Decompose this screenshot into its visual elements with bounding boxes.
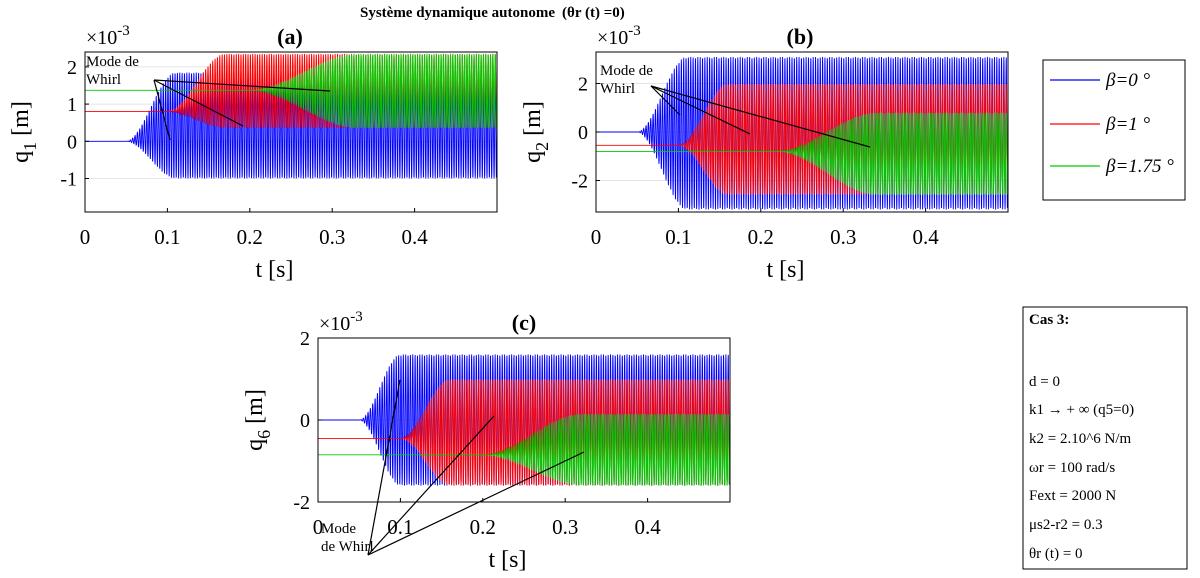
- x-tick-label: 0.2: [237, 225, 263, 249]
- annotation-arrow: [153, 79, 244, 127]
- annotation-arrow: [650, 85, 871, 148]
- y-tick-label: 0: [578, 122, 588, 144]
- x-tick-label: 0: [313, 515, 324, 539]
- series-line: [85, 53, 497, 129]
- x-axis-label: t [s]: [256, 257, 294, 283]
- legend-label: β=1 °: [1105, 114, 1151, 135]
- axis-multiplier: ×10-3: [597, 23, 641, 49]
- x-tick-label: 0: [80, 225, 91, 249]
- info-line: Fext = 2000 N: [1029, 488, 1116, 504]
- chart-panel: 0 0.1 0.2 0.3 0.4-202×10-3 (c)t [s]q6 [m]Mode…: [242, 309, 731, 573]
- legend-label: β=0 °: [1105, 70, 1151, 91]
- x-tick-label: 0.4: [401, 225, 428, 249]
- y-axis-label: q2 [m]: [520, 101, 552, 163]
- y-tick-label: 0: [300, 410, 310, 432]
- legend-entry: β=1.75 °: [1050, 156, 1174, 177]
- axis-multiplier: ×10-3: [319, 309, 363, 335]
- legend-entry: β=0 °: [1050, 70, 1151, 91]
- info-box-frame: [1022, 306, 1188, 570]
- info-line: μs2-r2 = 0.3: [1029, 517, 1103, 533]
- y-tick-label: 2: [300, 328, 310, 350]
- annotation-arrow: [153, 79, 171, 141]
- annotation-arrow: [367, 451, 585, 556]
- panel-label: (a): [277, 24, 303, 49]
- info-line: k1 → + ∞ (q5=0): [1029, 402, 1134, 418]
- y-tick-label: 2: [578, 74, 588, 96]
- y-tick-label: -2: [293, 492, 310, 514]
- info-box-heading: Cas 3:: [1029, 312, 1069, 328]
- info-line: ωr = 100 rad/s: [1029, 460, 1115, 476]
- info-box: Cas 3: d = 0 k1 → + ∞ (q5=0) k2 = 2.10^6…: [1022, 306, 1188, 570]
- annotation-arrow: [153, 79, 331, 92]
- legend-frame: [1042, 59, 1186, 201]
- x-axis-label: t [s]: [489, 547, 527, 573]
- info-line: θr (t) = 0: [1029, 546, 1083, 562]
- panel-label: (c): [512, 310, 536, 335]
- y-tick-label: -1: [60, 169, 77, 191]
- x-axis-label: t [s]: [767, 257, 805, 283]
- figure-title: Système dynamique autonome: [360, 5, 555, 21]
- axes-frame: [84, 51, 498, 213]
- y-axis-label: q6 [m]: [242, 389, 274, 451]
- x-tick-label: 0.3: [830, 225, 856, 249]
- annotation-text: Mode de Whirl: [600, 63, 653, 97]
- panel-label: (b): [787, 24, 814, 49]
- x-tick-label: 0.1: [665, 225, 691, 249]
- x-tick-label: 0.2: [470, 515, 496, 539]
- legend-label: β=1.75 °: [1105, 156, 1174, 177]
- panels: 0 0.1 0.2 0.3 0.4 -1 0 1 2 ×10-3 (a) t [s] q1 [m] Mod…: [8, 23, 1009, 573]
- annotation-text: Mode de Whirl: [86, 54, 139, 88]
- x-tick-label: 0.4: [912, 225, 939, 249]
- legend: β=0 ° β=1 ° β=1.75 °: [1042, 59, 1186, 201]
- chart-panel: 0 0.1 0.2 0.3 0.4 -2 0 2 ×10-3 (b) t [s] q2 [m] Mode…: [520, 23, 1009, 283]
- x-tick-label: 0.1: [154, 225, 180, 249]
- series-line: [596, 112, 1008, 196]
- x-tick-label: 0.4: [634, 515, 661, 539]
- x-tick-label: 0: [591, 225, 602, 249]
- y-tick-label: -2: [571, 170, 588, 192]
- legend-entry: β=1 °: [1050, 114, 1151, 135]
- annotation-arrow: [650, 85, 681, 116]
- figure-title-suffix: (θr (t) =0): [562, 5, 625, 21]
- annotation-text: Mode de Whirl: [321, 521, 374, 555]
- x-tick-label: 0.2: [748, 225, 774, 249]
- info-line: k2 = 2.10^6 N/m: [1029, 431, 1131, 447]
- chart-panel: 0 0.1 0.2 0.3 0.4 -1 0 1 2 ×10-3 (a) t [s] q1 [m] Mod…: [8, 23, 498, 283]
- series-line: [85, 72, 497, 179]
- y-tick-label: 2: [67, 57, 77, 79]
- x-tick-label: 0.3: [552, 515, 578, 539]
- annotation-arrow: [367, 415, 495, 556]
- info-line: d = 0: [1029, 374, 1060, 390]
- y-axis-label: q1 [m]: [8, 101, 40, 163]
- series-group: [596, 56, 1008, 210]
- annotation-arrow: [650, 85, 751, 135]
- series-group: [85, 53, 497, 179]
- y-tick-label: 1: [67, 94, 77, 116]
- y-tick-label: 0: [67, 131, 77, 153]
- x-tick-label: 0.3: [319, 225, 345, 249]
- annotation-arrow: [367, 379, 401, 556]
- axis-multiplier: ×10-3: [86, 23, 130, 49]
